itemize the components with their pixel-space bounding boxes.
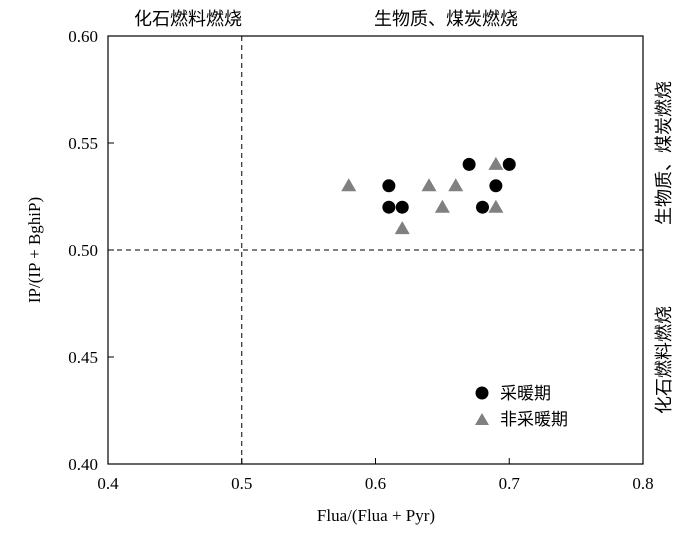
region-label-top-right: 生物质、煤炭燃烧 xyxy=(374,9,518,30)
nonheating-point xyxy=(488,199,504,213)
heating-point xyxy=(502,157,516,171)
heating-point xyxy=(382,200,396,214)
x-tick-label: 0.6 xyxy=(365,474,386,493)
x-tick-label: 0.7 xyxy=(499,474,521,493)
nonheating-point xyxy=(434,199,450,213)
legend-marker-triangle xyxy=(475,413,489,425)
heating-point xyxy=(382,179,396,193)
nonheating-point xyxy=(394,221,410,235)
legend: 采暖期 非采暖期 xyxy=(475,384,568,430)
heating-point xyxy=(476,200,489,214)
legend-marker-circle xyxy=(475,386,489,400)
x-tick-label: 0.4 xyxy=(97,474,119,493)
y-axis-ticks: 0.40 0.45 0.50 0.55 0.60 xyxy=(68,27,114,474)
x-tick-label: 0.5 xyxy=(231,474,252,493)
nonheating-point xyxy=(488,156,504,170)
x-tick-label: 0.8 xyxy=(632,474,653,493)
legend-label-heating: 采暖期 xyxy=(500,384,551,404)
y-tick-label: 0.60 xyxy=(68,27,98,46)
heating-point xyxy=(489,179,503,193)
nonheating-point xyxy=(421,178,437,192)
region-label-top-left: 化石燃料燃烧 xyxy=(134,9,242,30)
legend-label-nonheating: 非采暖期 xyxy=(500,410,568,430)
nonheating-point xyxy=(341,178,357,192)
heating-point xyxy=(462,157,476,171)
y-tick-label: 0.50 xyxy=(68,241,98,260)
x-axis-title: Flua/(Flua + Pyr) xyxy=(317,506,435,525)
x-axis-ticks: 0.4 0.5 0.6 0.7 0.8 xyxy=(97,458,654,493)
heating-point xyxy=(395,200,409,214)
y-tick-label: 0.55 xyxy=(68,134,98,153)
y-axis-title: IP/(IP + BghiP) xyxy=(25,197,44,303)
nonheating-point xyxy=(448,178,464,192)
data-points xyxy=(341,156,516,235)
region-label-right-upper: 生物质、煤炭燃烧 xyxy=(654,81,675,225)
region-label-right-lower: 化石燃料燃烧 xyxy=(654,306,675,414)
y-tick-label: 0.40 xyxy=(68,455,98,474)
y-tick-label: 0.45 xyxy=(68,348,98,367)
